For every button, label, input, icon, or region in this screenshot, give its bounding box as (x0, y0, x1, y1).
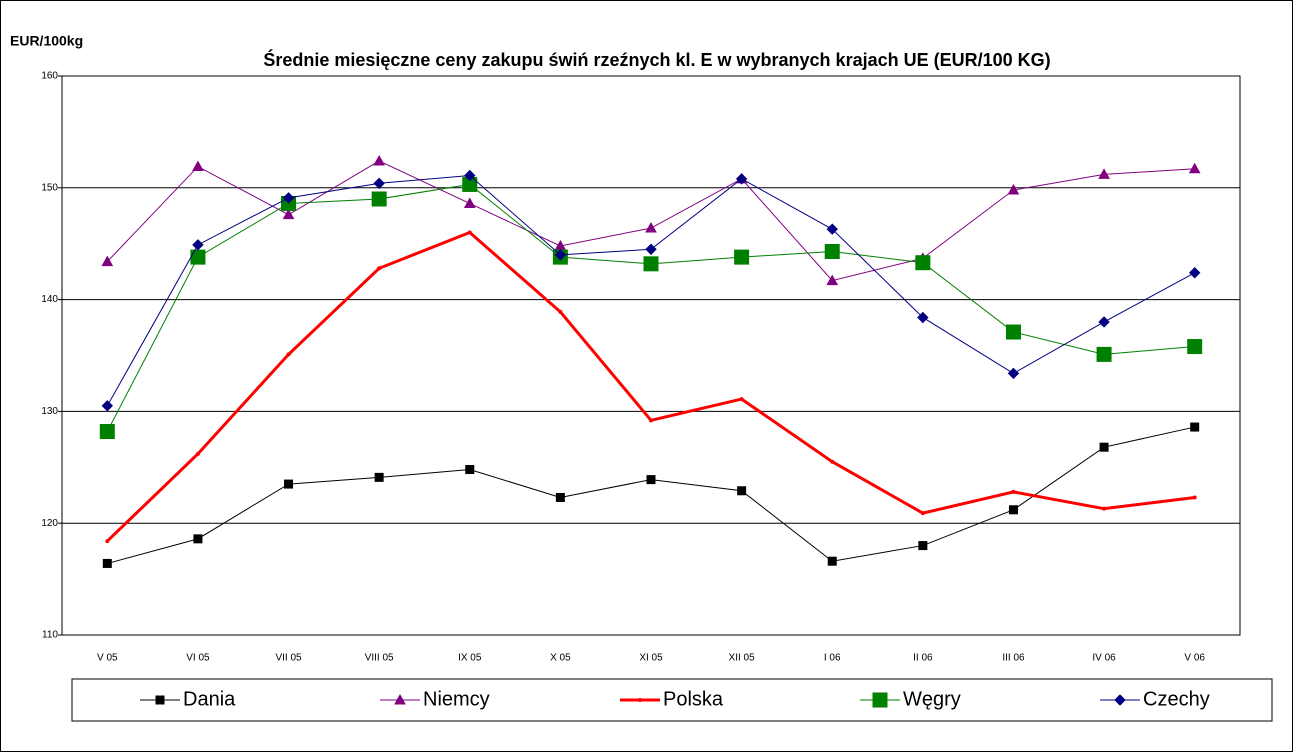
data-point (827, 556, 837, 566)
data-point (465, 465, 475, 475)
data-point (99, 424, 115, 440)
data-point (1188, 267, 1201, 279)
data-point (1008, 505, 1018, 515)
x-tick-label: X 05 (550, 653, 571, 664)
plot-area (61, 75, 1241, 636)
data-point (195, 451, 200, 456)
x-tick-label: XI 05 (639, 653, 663, 664)
data-point (826, 274, 839, 286)
data-point (645, 243, 657, 255)
data-point (282, 192, 295, 204)
data-point (830, 459, 835, 464)
y-tick-label: 120 (41, 518, 58, 529)
data-point (649, 418, 653, 423)
data-point (918, 541, 928, 551)
data-point (1102, 506, 1107, 511)
y-tick-label: 140 (41, 294, 58, 305)
data-point (463, 197, 476, 208)
data-point (646, 475, 656, 485)
data-point (193, 534, 203, 544)
x-tick-label: V 06 (1184, 653, 1205, 664)
data-point (555, 492, 565, 502)
y-tick-label: 160 (41, 71, 58, 82)
data-point (735, 173, 748, 185)
data-point (1098, 316, 1110, 328)
x-tick-label: VIII 05 (365, 653, 394, 664)
data-point (192, 239, 204, 251)
data-point (643, 256, 659, 272)
data-point (286, 352, 291, 357)
legend-label: Czechy (1143, 688, 1210, 710)
data-point (1098, 168, 1110, 179)
legend-marker (1114, 694, 1126, 706)
data-point (1007, 184, 1020, 195)
data-point (102, 558, 112, 568)
data-point (558, 309, 563, 314)
data-point (826, 223, 838, 235)
chart-title: Średnie miesięczne ceny zakupu świń rzeź… (263, 49, 1050, 70)
data-point (373, 177, 385, 190)
data-point (105, 539, 110, 544)
data-point (645, 222, 657, 233)
legend-marker (155, 695, 165, 705)
legend-label: Węgry (903, 688, 961, 710)
data-point (824, 244, 840, 260)
data-point (737, 486, 747, 496)
data-point (1187, 339, 1203, 355)
data-point (282, 208, 295, 220)
x-tick-label: II 06 (913, 653, 933, 664)
x-tick-label: VII 05 (275, 653, 302, 664)
data-point (915, 255, 931, 271)
x-tick-label: V 05 (97, 653, 118, 664)
data-point (101, 400, 114, 412)
x-tick-label: XII 05 (729, 653, 756, 664)
legend-marker (638, 698, 642, 702)
y-tick-label: 130 (41, 406, 58, 417)
data-point (1011, 489, 1016, 494)
data-point (1005, 324, 1021, 340)
data-point (284, 479, 294, 489)
x-tick-label: VI 05 (186, 653, 210, 664)
x-tick-label: III 06 (1002, 653, 1025, 664)
y-axis-label: EUR/100kg (10, 33, 83, 49)
legend-box (71, 678, 1273, 722)
data-point (734, 249, 750, 265)
data-point (554, 249, 567, 261)
data-point (374, 472, 384, 482)
x-tick-label: IV 06 (1092, 653, 1116, 664)
data-point (1190, 422, 1200, 432)
data-point (101, 255, 114, 267)
legend-label: Niemcy (423, 688, 490, 710)
data-point (1188, 162, 1201, 174)
data-point (467, 230, 472, 235)
data-point (1096, 346, 1112, 362)
legend-marker (872, 692, 888, 708)
legend-marker (394, 693, 406, 705)
y-tick-label: 110 (42, 630, 58, 641)
data-point (739, 397, 744, 402)
x-tick-label: I 06 (824, 653, 841, 664)
data-point (1192, 495, 1197, 500)
data-point (192, 160, 204, 172)
data-point (1099, 442, 1109, 452)
data-point (464, 169, 476, 182)
data-point (917, 311, 929, 324)
data-point (371, 191, 387, 207)
legend-label: Polska (663, 688, 724, 710)
data-point (377, 266, 382, 271)
y-tick-label: 150 (41, 182, 58, 193)
data-point (1007, 367, 1020, 380)
x-tick-label: IX 05 (458, 653, 482, 664)
data-point (920, 511, 925, 516)
legend-label: Dania (183, 688, 236, 710)
data-point (190, 249, 206, 265)
data-point (373, 154, 386, 166)
